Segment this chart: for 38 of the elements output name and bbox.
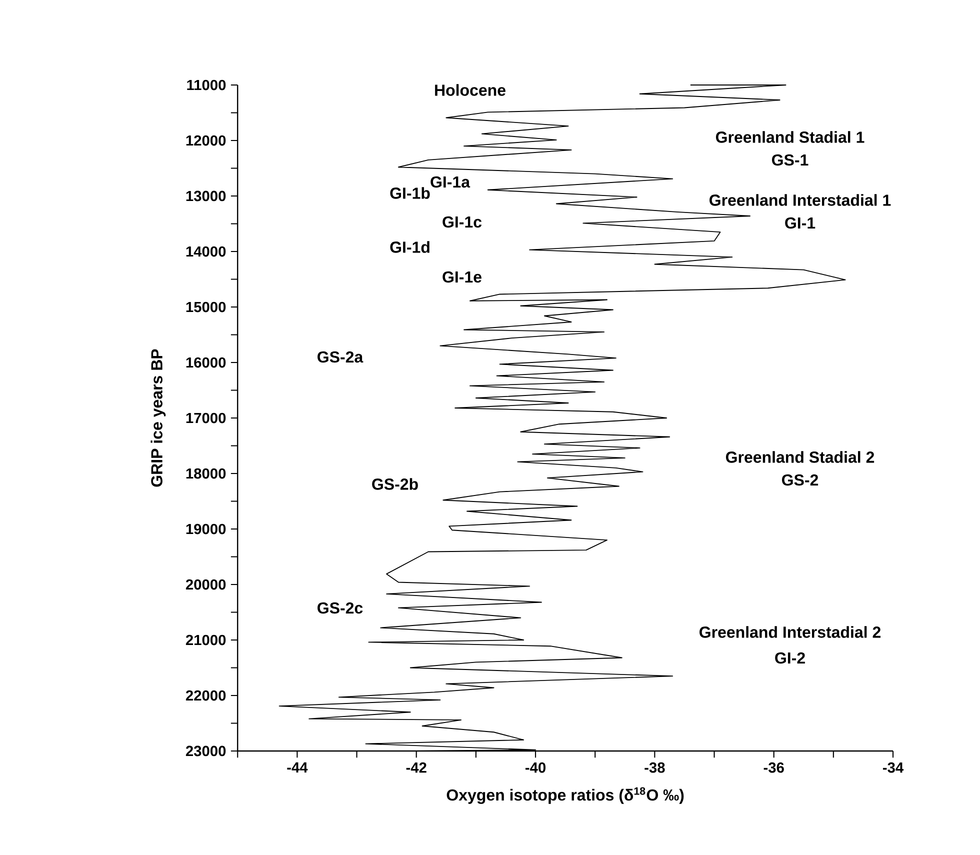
annotation: GS-2c <box>318 602 363 614</box>
annotation: GI-1e <box>442 271 482 283</box>
y-tick-label: 17000 <box>186 412 226 424</box>
annotation: GI-1 <box>785 217 816 229</box>
y-tick-label: 22000 <box>186 690 226 701</box>
x-tick-label: -36 <box>764 762 784 773</box>
y-tick-label: 14000 <box>186 246 226 257</box>
annotation: GS-2b <box>372 478 418 490</box>
annotation: Greenland Interstadial 1 <box>710 194 891 206</box>
annotation: Greenland Stadial 2 <box>726 451 874 463</box>
x-tick-label: -40 <box>525 762 546 773</box>
y-tick-label: 19000 <box>186 524 226 534</box>
y-tick-label: 21000 <box>186 634 226 646</box>
y-tick-label: 16000 <box>186 357 226 368</box>
annotation: GI-2 <box>775 652 805 664</box>
x-tick-label: -42 <box>406 762 426 773</box>
y-tick-label: 20000 <box>186 579 226 590</box>
annotation: Holocene <box>435 84 506 96</box>
annotation: Greenland Interstadial 2 <box>700 626 881 638</box>
annotation: GI-1d <box>390 241 430 253</box>
y-axis-title: GRIP ice years BP <box>150 349 166 487</box>
annotation: GI-1b <box>390 187 430 199</box>
y-tick-label: 13000 <box>186 190 226 202</box>
y-tick-label: 11000 <box>187 80 226 90</box>
annotation: GI-1a <box>430 176 470 188</box>
annotation: GS-2 <box>782 474 818 486</box>
x-tick-label: -38 <box>644 762 665 773</box>
x-tick-label: -34 <box>882 762 904 773</box>
y-tick-label: 18000 <box>186 468 226 479</box>
x-tick-label: -44 <box>287 762 308 772</box>
y-tick-label: 12000 <box>186 135 226 146</box>
y-tick-label: 23000 <box>186 746 226 756</box>
x-axis-title: Oxygen isotope ratios (δ$^{18}$O ‰) <box>446 787 684 804</box>
annotation: GS-2a <box>318 351 364 363</box>
annotation: GI-1c <box>442 216 482 228</box>
annotation: GS-1 <box>772 154 808 166</box>
y-tick-label: 15000 <box>186 302 226 312</box>
annotation: Greenland Stadial 1 <box>716 131 864 143</box>
